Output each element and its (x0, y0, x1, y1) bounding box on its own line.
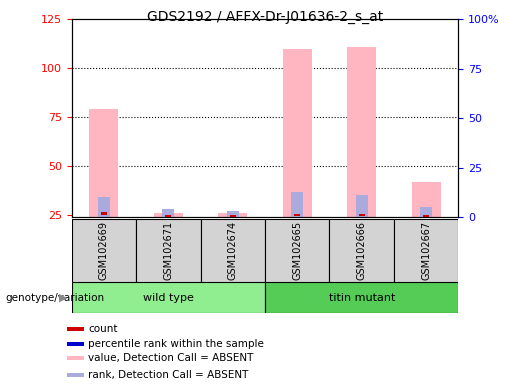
Text: genotype/variation: genotype/variation (5, 293, 104, 303)
Bar (218, 213, 248, 217)
Bar (72, 282, 265, 313)
Bar (101, 212, 107, 215)
Text: count: count (88, 324, 118, 334)
Text: GSM102671: GSM102671 (163, 221, 173, 280)
Bar (98, 197, 110, 217)
Bar (165, 215, 172, 218)
Bar (423, 215, 429, 218)
Bar (420, 207, 432, 217)
Text: GSM102667: GSM102667 (421, 221, 431, 280)
Bar (265, 219, 330, 282)
Bar (67, 372, 84, 377)
Text: titin mutant: titin mutant (329, 293, 395, 303)
Text: GSM102674: GSM102674 (228, 221, 238, 280)
Bar (200, 219, 265, 282)
Bar (356, 195, 367, 217)
Text: GSM102665: GSM102665 (292, 221, 302, 280)
Bar (163, 209, 174, 217)
Text: GSM102669: GSM102669 (99, 221, 109, 280)
Bar (154, 213, 183, 217)
Text: GSM102666: GSM102666 (357, 221, 367, 280)
Bar (67, 342, 84, 346)
Text: value, Detection Call = ABSENT: value, Detection Call = ABSENT (88, 353, 253, 364)
Bar (229, 215, 236, 218)
Bar (67, 327, 84, 331)
Text: percentile rank within the sample: percentile rank within the sample (88, 339, 264, 349)
Bar (330, 219, 394, 282)
Bar (412, 182, 441, 217)
Bar (67, 356, 84, 361)
Bar (292, 192, 303, 217)
Bar (136, 219, 200, 282)
Bar (347, 46, 376, 217)
Text: GDS2192 / AFFX-Dr-J01636-2_s_at: GDS2192 / AFFX-Dr-J01636-2_s_at (147, 10, 383, 23)
Text: rank, Detection Call = ABSENT: rank, Detection Call = ABSENT (88, 369, 249, 380)
Text: ▶: ▶ (59, 293, 68, 303)
Bar (72, 219, 136, 282)
Bar (265, 282, 458, 313)
Bar (394, 219, 458, 282)
Bar (358, 214, 365, 217)
Bar (294, 214, 301, 217)
Bar (89, 109, 118, 217)
Text: wild type: wild type (143, 293, 193, 303)
Bar (282, 48, 312, 217)
Bar (227, 211, 238, 217)
